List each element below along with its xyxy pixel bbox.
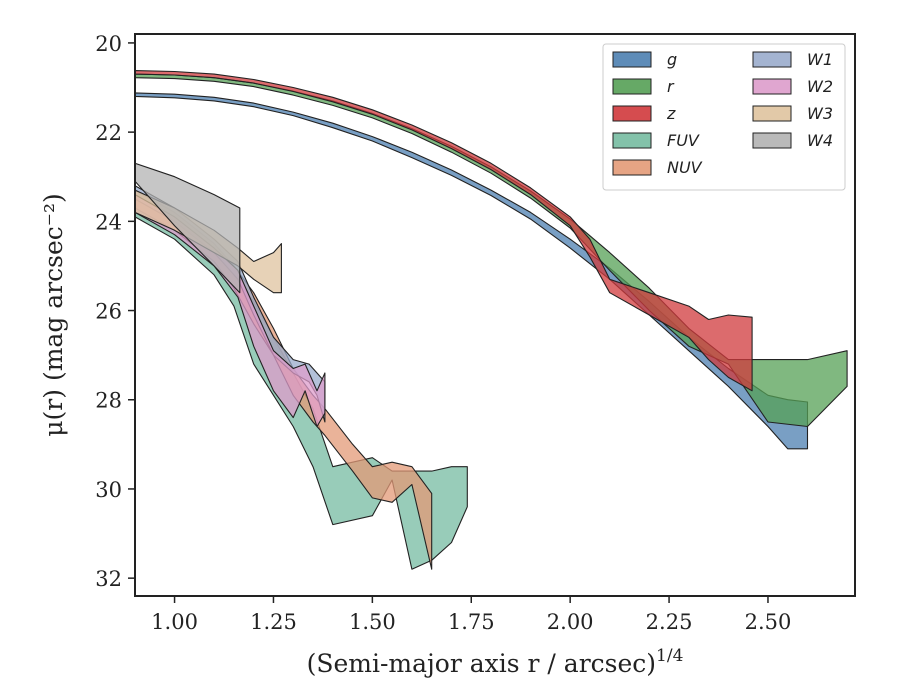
band-w4 xyxy=(135,162,241,294)
y-tick-label: 28 xyxy=(95,389,122,413)
legend-label-z: z xyxy=(666,104,676,123)
legend-label-g: g xyxy=(667,50,677,69)
x-axis-label-exponent: 1/4 xyxy=(656,646,683,666)
legend-label-w2: W2 xyxy=(807,77,833,96)
band-w2 xyxy=(135,194,326,428)
legend-swatch-g xyxy=(612,51,652,68)
legend-items: grz FUV NUV W1 W2 W3 W4 xyxy=(612,50,833,177)
x-tick-label: 1.00 xyxy=(151,610,198,634)
legend-swatch-w4 xyxy=(752,132,792,149)
legend-swatch-w3 xyxy=(752,105,792,122)
legend-swatch-nuv xyxy=(612,159,652,176)
band-z xyxy=(135,70,753,392)
legend-label-fuv: FUV xyxy=(667,131,700,150)
legend-label-w1: W1 xyxy=(807,50,833,69)
legend-swatch-fuv xyxy=(612,132,652,149)
y-axis-label: μ(r) (mag arcsec⁻²) xyxy=(39,193,68,436)
y-tick-label: 22 xyxy=(95,121,122,145)
legend-label-w4: W4 xyxy=(807,131,833,150)
legend-label-r: r xyxy=(667,77,675,96)
y-tick-label: 26 xyxy=(95,300,122,324)
y-axis-ticks: 20 22 24 26 28 30 32 xyxy=(95,32,135,591)
legend-swatch-w2 xyxy=(752,78,792,95)
x-tick-label: 2.00 xyxy=(547,610,594,634)
legend-label-nuv: NUV xyxy=(667,158,703,177)
y-tick-label: 32 xyxy=(95,567,122,591)
legend-swatch-w1 xyxy=(752,51,792,68)
legend-label-w3: W3 xyxy=(807,104,833,123)
y-tick-label: 20 xyxy=(95,32,122,56)
band-g xyxy=(135,92,809,450)
y-tick-label: 24 xyxy=(95,210,122,234)
legend-swatch-z xyxy=(612,105,652,122)
x-axis-label-text: (Semi-major axis r / arcsec) xyxy=(307,649,656,678)
x-axis-ticks: 1.00 1.25 1.50 1.75 2.00 2.25 2.50 xyxy=(151,596,791,634)
band-layer xyxy=(135,70,848,570)
x-tick-label: 1.50 xyxy=(349,610,396,634)
x-axis-label: (Semi-major axis r / arcsec)1/4 xyxy=(307,646,684,678)
x-tick-label: 1.75 xyxy=(448,610,495,634)
plot-frame xyxy=(134,33,856,597)
y-tick-label: 30 xyxy=(95,478,122,502)
legend: grz FUV NUV W1 W2 W3 W4 xyxy=(602,43,846,191)
x-tick-label: 2.25 xyxy=(646,610,693,634)
x-tick-label: 1.25 xyxy=(250,610,297,634)
x-tick-label: 2.50 xyxy=(745,610,792,634)
legend-swatch-r xyxy=(612,78,652,95)
